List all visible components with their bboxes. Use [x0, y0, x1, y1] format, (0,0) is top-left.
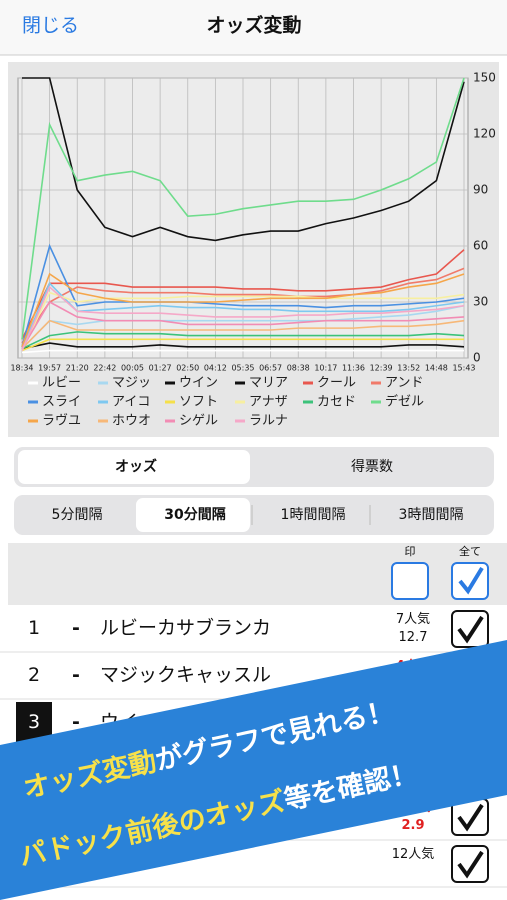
series-line [21, 319, 465, 350]
x-tick-label: 10:17 [314, 364, 337, 373]
horse-name: ルビーカサブランカ [100, 616, 271, 639]
row-dash: - [72, 711, 80, 733]
series-line [21, 304, 465, 350]
x-tick-label: 22:42 [93, 364, 116, 373]
series-line [21, 267, 465, 344]
series-line [21, 349, 464, 354]
row-check [457, 850, 484, 879]
row-dash: - [72, 617, 80, 639]
legend-label: カセド [317, 395, 356, 410]
tab-selected [18, 450, 250, 484]
legend-label: ソフト [179, 395, 218, 410]
x-tick-label: 11:36 [342, 364, 365, 373]
interval-control [14, 495, 494, 535]
interval[interactable]: 3時間間隔 [399, 507, 464, 523]
row-number: 2 [28, 664, 40, 686]
interval[interactable]: 30分間隔 [164, 507, 225, 523]
legend-label: アンド [385, 376, 423, 391]
series-line [21, 331, 465, 350]
mark-header: 印 [405, 545, 416, 558]
series-line [22, 77, 465, 242]
tab[interactable]: オッズ [115, 458, 157, 475]
series-line [21, 285, 465, 351]
popularity: 12人気 [392, 846, 435, 862]
series-line [21, 243, 465, 348]
row-checkbox[interactable] [451, 845, 489, 883]
x-tick-label: 13:52 [397, 364, 420, 373]
legend-label: ホウオ [112, 414, 151, 429]
y-tick-label: 30 [473, 295, 488, 309]
x-tick-label: 06:57 [259, 364, 282, 373]
row-check [457, 615, 484, 644]
row-number: 1 [28, 617, 40, 639]
legend-label: ラヴユ [42, 413, 81, 429]
legend-label: アナザ [249, 395, 288, 410]
interval[interactable]: 1時間間隔 [281, 507, 346, 523]
y-tick-label: 60 [473, 239, 488, 253]
odds: 12.7 [399, 630, 428, 645]
x-tick-label: 21:20 [66, 364, 89, 373]
series-line [21, 77, 465, 340]
x-tick-label: 15:43 [452, 364, 475, 373]
x-tick-label: 04:12 [204, 364, 227, 373]
x-tick-label: 02:50 [176, 364, 199, 373]
x-tick-label: 19:57 [38, 364, 61, 373]
table-header [8, 543, 507, 605]
legend-label: クール [317, 376, 356, 391]
odds: 2.9 [401, 818, 424, 833]
row-dash: - [72, 664, 80, 686]
x-tick-label: 08:38 [287, 364, 310, 373]
y-tick-label: 120 [473, 127, 496, 141]
series-line [21, 272, 465, 348]
legend-label: シゲル [179, 414, 218, 429]
series-line [21, 300, 465, 350]
series-line [21, 249, 465, 340]
x-tick-label: 05:35 [231, 364, 254, 373]
series-line [21, 342, 465, 350]
horse-name: マジックキャッスル [100, 664, 271, 686]
banner-band [0, 640, 507, 900]
legend-label: ルビー [42, 376, 81, 391]
x-tick-label: 18:34 [10, 364, 33, 373]
legend-label: スライ [42, 395, 81, 410]
row-check [457, 803, 484, 832]
series-line [21, 338, 464, 352]
interval-selected [136, 498, 250, 532]
y-tick-label: 90 [473, 183, 488, 197]
x-tick-label: 00:05 [121, 364, 144, 373]
nav-title: オッズ変動 [206, 14, 301, 37]
y-tick-label: 0 [473, 351, 481, 365]
x-tick-label: 14:48 [425, 364, 448, 373]
legend-label: デゼル [385, 394, 424, 410]
chart: 0 30 60 90 120 150 18:34 19:57 21:20 22:42 00:05 01… [10, 71, 495, 429]
legend-label: マリア [249, 376, 288, 391]
legend-label: ラルナ [249, 414, 288, 429]
banner: オッズ変動がグラフで見れる！パドック前後のオッズ等を確認！ [0, 640, 507, 900]
nav-bar [0, 0, 507, 55]
check [458, 566, 484, 595]
all-header: 全て [459, 544, 481, 558]
interval[interactable]: 5分間隔 [52, 507, 103, 523]
tab[interactable]: 得票数 [351, 458, 393, 475]
x-tick-label: 01:27 [149, 364, 172, 373]
legend-label: ウイン [179, 376, 218, 391]
series-line [21, 291, 465, 351]
row-checkbox[interactable] [451, 610, 489, 648]
controls: オッズ 得票数 5分間隔 30分間隔 1時間間隔 3時間間隔 [18, 450, 463, 532]
close-button[interactable]: 閉じる [22, 15, 79, 37]
y-tick-label: 150 [473, 71, 496, 85]
popularity: 7人気 [396, 611, 430, 627]
legend-label: アイコ [112, 395, 150, 410]
series-line [21, 281, 465, 349]
mark-checkbox[interactable] [391, 562, 429, 600]
x-tick-label: 12:39 [370, 364, 393, 373]
legend-label: マジッ [112, 376, 151, 391]
row-number: 3 [28, 711, 40, 733]
